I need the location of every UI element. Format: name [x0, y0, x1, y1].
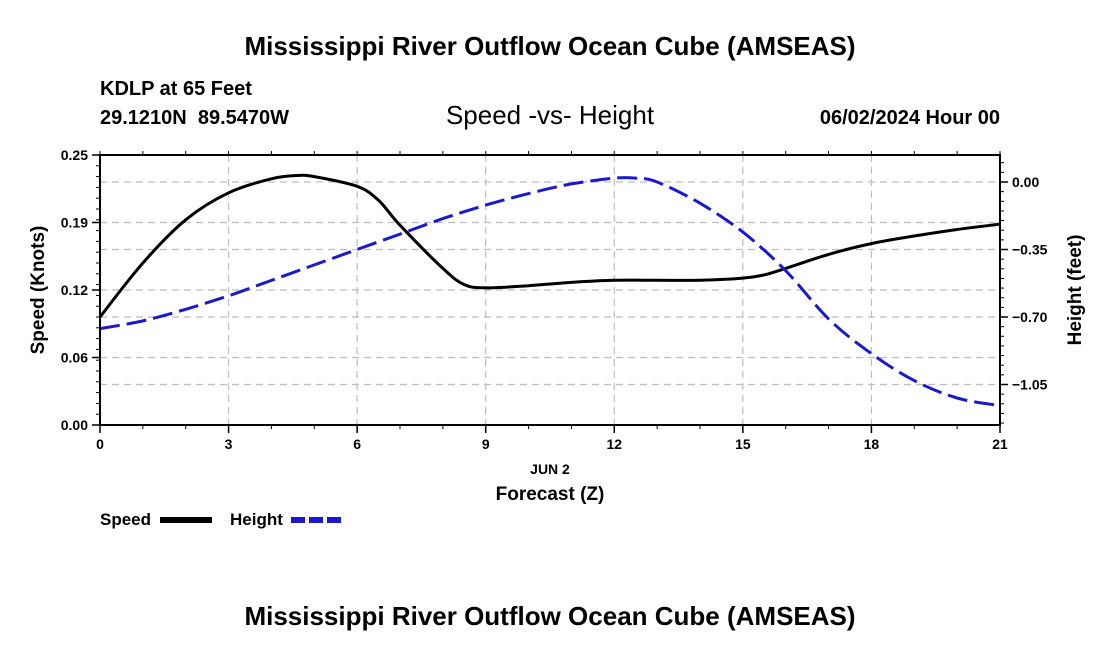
plot-frame [99, 154, 1001, 426]
chart-subtitle: Speed -vs- Height [446, 100, 655, 130]
date-label: 06/02/2024 Hour 00 [820, 107, 1000, 129]
y2-tick-label: 0.00 [1012, 174, 1039, 190]
y-tick-label: 0.12 [61, 282, 88, 298]
x-tick-label: 0 [96, 436, 104, 452]
y2-axis-title: Height (feet) [1065, 235, 1086, 346]
height-series-line [99, 176, 1001, 408]
y-axis-title: Speed (Knots) [28, 226, 49, 355]
footer-title: Mississippi River Outflow Ocean Cube (AM… [244, 601, 855, 631]
grid-lines [100, 155, 1000, 425]
x-tick-label: 15 [735, 436, 751, 452]
x-tick-label: 18 [864, 436, 880, 452]
series-lines [98, 173, 1001, 408]
y-tick-label: 0.00 [61, 417, 88, 433]
y-tick-label: 0.25 [61, 147, 88, 163]
legend-speed-label: Speed [100, 510, 151, 529]
y-tick-label: 0.19 [61, 215, 88, 231]
x-tick-label: 21 [992, 436, 1008, 452]
x-date-label: JUN 2 [530, 461, 570, 477]
y2-tick-label: −1.05 [1012, 377, 1048, 393]
chart-main-title: Mississippi River Outflow Ocean Cube (AM… [244, 31, 855, 61]
x-tick-label: 6 [353, 436, 361, 452]
x-tick-label: 3 [225, 436, 233, 452]
tick-labels: 0 3 6 9 12 15 18 21 0.00 0.06 0.12 0.19 0.25 0.00 −0.3… [61, 147, 1048, 452]
x-tick-label: 12 [606, 436, 622, 452]
x-tick-label: 9 [482, 436, 490, 452]
y2-tick-label: −0.35 [1012, 242, 1048, 258]
speed-series-line [98, 173, 1001, 318]
station-label: KDLP at 65 Feet [100, 78, 252, 100]
y-tick-label: 0.06 [61, 350, 88, 366]
coordinates-label: 29.1210N 89.5470W [100, 107, 289, 129]
legend-height-label: Height [230, 510, 283, 529]
x-axis-title: Forecast (Z) [496, 484, 605, 505]
y2-tick-label: −0.70 [1012, 309, 1048, 325]
